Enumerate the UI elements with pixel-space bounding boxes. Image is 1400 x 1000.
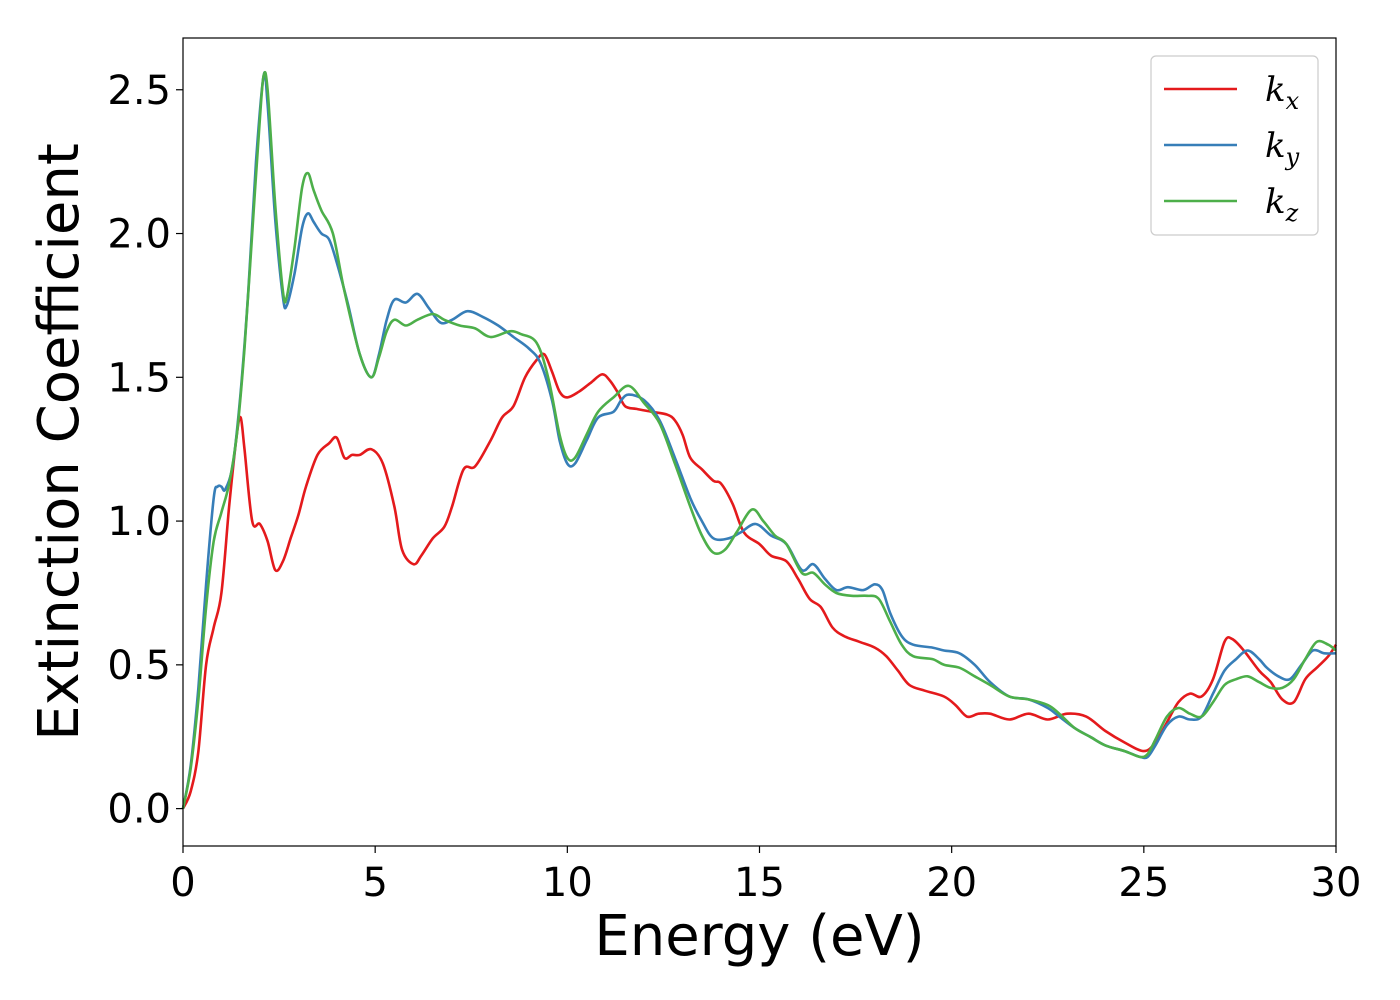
series-line-x <box>181 352 1338 810</box>
legend: kx ky kz <box>1150 55 1319 236</box>
y-tick-label: 1.0 <box>107 499 171 545</box>
y-tick-label: 0.5 <box>107 643 171 689</box>
series-layer <box>181 70 1338 810</box>
y-tick-label: 2.5 <box>107 68 171 114</box>
x-tick-label: 20 <box>926 860 977 906</box>
x-tick-label: 15 <box>734 860 785 906</box>
y-tick-label: 1.5 <box>107 355 171 401</box>
x-tick-label: 0 <box>170 860 195 906</box>
tick-layer: 0 5 10 15 20 25 30 0.0 0.5 1.0 1.5 2.0 2.5 <box>107 68 1361 906</box>
y-axis-label: Extinction Coefficient <box>27 143 92 741</box>
x-axis-label: Energy (eV) <box>594 904 924 969</box>
x-tick-label: 10 <box>542 860 593 906</box>
legend-label-x: kx <box>1265 70 1300 115</box>
x-tick-label: 30 <box>1311 860 1362 906</box>
x-tick-label: 25 <box>1118 860 1169 906</box>
y-tick-label: 2.0 <box>107 212 171 258</box>
legend-label-y: ky <box>1265 126 1300 171</box>
series-line-z <box>181 70 1337 809</box>
y-tick-label: 0.0 <box>107 787 171 833</box>
x-tick-label: 5 <box>362 860 387 906</box>
legend-label-z: kz <box>1265 182 1299 227</box>
